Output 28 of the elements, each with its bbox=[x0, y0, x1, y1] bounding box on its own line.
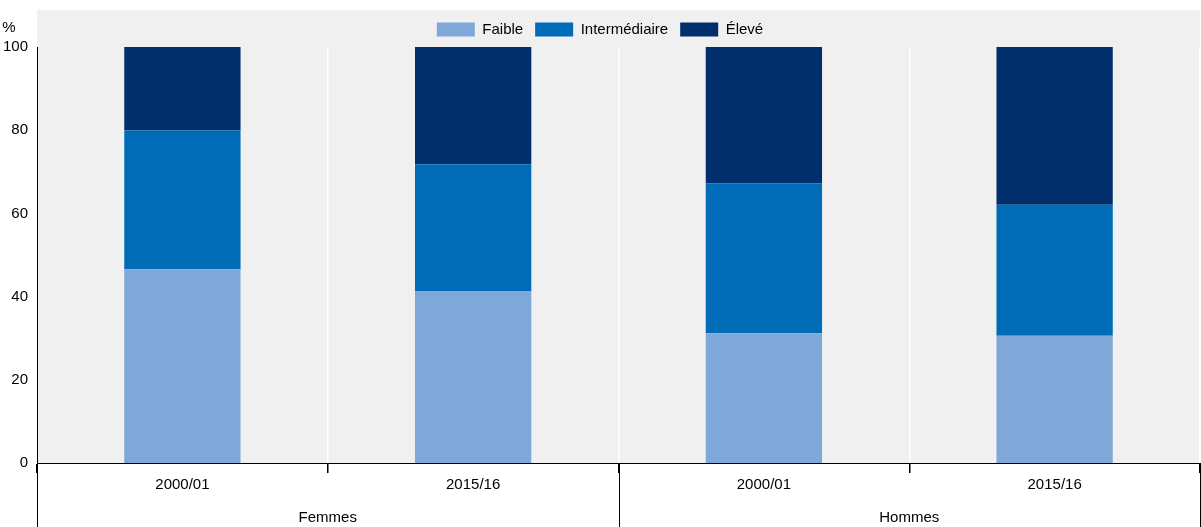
legend-label: Intermédiaire bbox=[580, 19, 669, 37]
legend-label: Faible bbox=[482, 19, 524, 37]
y-tick-label: 20 bbox=[11, 369, 29, 387]
x-tick-label: 2000/01 bbox=[155, 475, 210, 493]
bar bbox=[705, 47, 823, 184]
bar bbox=[996, 335, 1113, 463]
bar bbox=[996, 204, 1113, 336]
bar bbox=[996, 47, 1113, 205]
legend-label: Élevé bbox=[725, 19, 764, 37]
text: Hommes bbox=[879, 507, 940, 525]
y-tick-label: 60 bbox=[11, 203, 29, 221]
bar bbox=[414, 291, 532, 463]
bar bbox=[124, 47, 241, 131]
bar bbox=[414, 164, 532, 292]
bar bbox=[124, 130, 241, 270]
y-axis-title: % bbox=[2, 17, 16, 35]
x-tick-label: 2015/16 bbox=[1027, 475, 1082, 493]
bar bbox=[124, 269, 241, 463]
y-tick-label: 40 bbox=[11, 286, 29, 304]
bar bbox=[705, 333, 823, 463]
bar bbox=[414, 47, 532, 165]
y-tick-label: 100 bbox=[3, 37, 29, 55]
x-tick-label: 2000/01 bbox=[736, 475, 791, 493]
bar bbox=[705, 183, 823, 334]
y-tick-label: 80 bbox=[11, 120, 29, 138]
text: Femmes bbox=[298, 507, 357, 525]
y-tick-label: 0 bbox=[19, 453, 29, 471]
x-tick-label: 2015/16 bbox=[446, 475, 501, 493]
